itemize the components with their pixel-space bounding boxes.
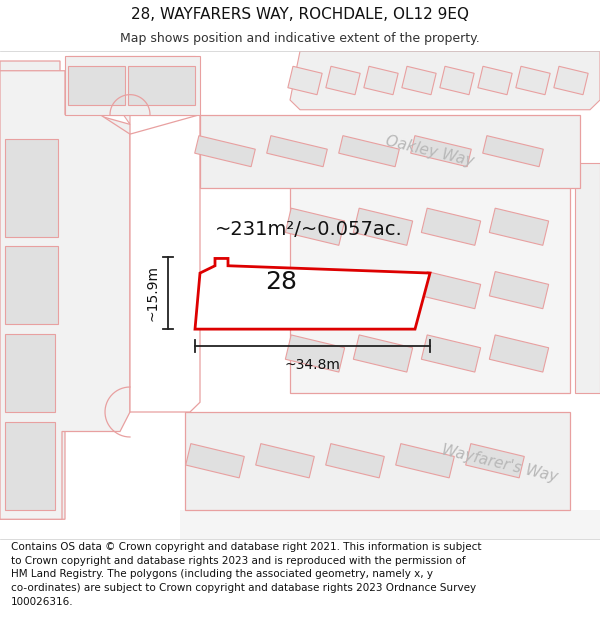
Polygon shape [195,259,430,329]
Text: ~34.8m: ~34.8m [284,358,340,372]
Polygon shape [185,412,570,509]
Polygon shape [195,136,255,167]
Polygon shape [2,188,58,295]
Text: Oakley Way: Oakley Way [385,133,476,169]
Polygon shape [286,335,344,372]
Polygon shape [0,71,130,519]
Polygon shape [5,246,58,324]
Polygon shape [326,444,385,478]
Polygon shape [200,114,580,188]
Polygon shape [180,509,600,539]
Polygon shape [395,444,454,478]
Polygon shape [421,271,481,309]
Text: ~15.9m: ~15.9m [146,265,160,321]
Polygon shape [5,422,55,509]
Polygon shape [490,335,548,372]
Polygon shape [478,66,512,95]
Polygon shape [411,136,471,167]
Polygon shape [68,61,130,124]
Polygon shape [286,208,344,246]
Polygon shape [466,444,524,478]
Polygon shape [256,444,314,478]
Polygon shape [290,163,570,392]
Polygon shape [490,208,548,246]
Polygon shape [490,271,548,309]
Polygon shape [286,271,344,309]
Polygon shape [267,136,327,167]
Polygon shape [339,136,399,167]
Polygon shape [326,66,360,95]
Text: Contains OS data © Crown copyright and database right 2021. This information is : Contains OS data © Crown copyright and d… [11,542,481,607]
Polygon shape [353,271,413,309]
Polygon shape [353,208,413,246]
Polygon shape [353,335,413,372]
Polygon shape [128,66,195,105]
Polygon shape [130,114,200,412]
Polygon shape [516,66,550,95]
Polygon shape [2,71,58,178]
Polygon shape [554,66,588,95]
Text: Wayfarer's Way: Wayfarer's Way [440,442,560,484]
Polygon shape [421,335,481,372]
Polygon shape [290,51,600,110]
Polygon shape [0,61,130,519]
Polygon shape [5,334,55,412]
Text: Map shows position and indicative extent of the property.: Map shows position and indicative extent… [120,32,480,45]
Polygon shape [5,139,58,236]
Text: ~231m²/~0.057ac.: ~231m²/~0.057ac. [215,219,403,239]
Polygon shape [402,66,436,95]
Polygon shape [288,66,322,95]
Polygon shape [68,66,125,105]
Polygon shape [65,56,200,114]
Polygon shape [2,305,55,392]
Polygon shape [440,66,474,95]
Text: 28, WAYFARERS WAY, ROCHDALE, OL12 9EQ: 28, WAYFARERS WAY, ROCHDALE, OL12 9EQ [131,7,469,22]
Polygon shape [68,56,195,114]
Polygon shape [421,208,481,246]
Polygon shape [483,136,543,167]
Polygon shape [185,444,244,478]
Polygon shape [200,114,600,188]
Polygon shape [364,66,398,95]
Polygon shape [575,163,600,392]
Text: 28: 28 [265,269,297,294]
